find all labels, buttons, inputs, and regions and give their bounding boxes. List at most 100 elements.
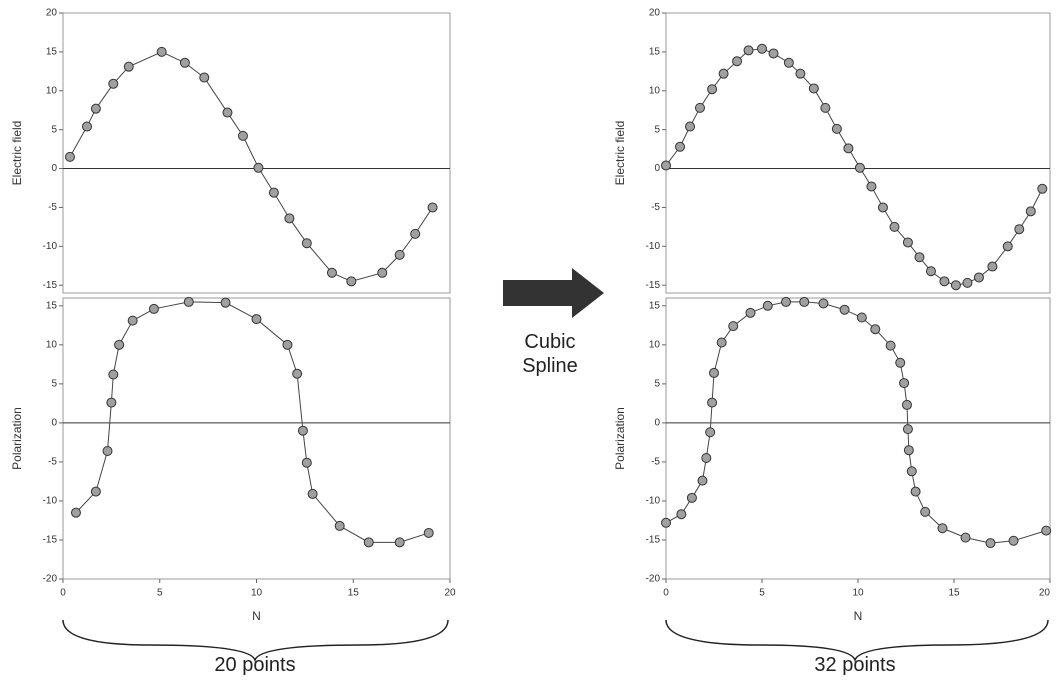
plot-frame	[63, 298, 450, 579]
x-axis-label: N	[252, 609, 261, 623]
y-tick-label: 0	[51, 418, 57, 429]
point	[298, 426, 307, 435]
point	[157, 47, 166, 56]
point	[662, 161, 671, 170]
point	[974, 273, 983, 282]
point	[71, 508, 80, 517]
point	[744, 46, 753, 55]
x-tick-label: 10	[852, 588, 864, 599]
point	[364, 538, 373, 547]
point	[1003, 242, 1012, 251]
y-tick-label: -5	[651, 457, 660, 468]
point	[293, 369, 302, 378]
point	[708, 398, 717, 407]
y-tick-label: -15	[43, 280, 58, 291]
point	[800, 297, 809, 306]
y-tick-label: 15	[649, 47, 661, 58]
point	[184, 297, 193, 306]
point	[886, 341, 895, 350]
point	[698, 476, 707, 485]
point	[878, 203, 887, 212]
x-tick-label: 15	[948, 588, 960, 599]
point	[763, 301, 772, 310]
point	[283, 340, 292, 349]
curve	[76, 302, 429, 542]
y-tick-label: -5	[651, 202, 660, 213]
y-tick-label: 0	[654, 163, 660, 174]
point	[988, 262, 997, 271]
point	[821, 103, 830, 112]
point	[769, 49, 778, 58]
x-tick-label: 20	[1039, 588, 1051, 599]
point	[378, 268, 387, 277]
y-tick-label: -10	[646, 241, 661, 252]
point	[708, 85, 717, 94]
y-tick-label: 10	[46, 85, 58, 96]
y-tick-label: -15	[43, 535, 58, 546]
point	[904, 446, 913, 455]
point	[238, 131, 247, 140]
y-tick-label: -20	[43, 574, 58, 585]
point	[676, 142, 685, 151]
point	[951, 281, 960, 290]
point	[902, 400, 911, 409]
point	[986, 539, 995, 548]
point	[911, 487, 920, 496]
point	[907, 467, 916, 476]
point	[832, 124, 841, 133]
point	[1038, 184, 1047, 193]
y-tick-label: -5	[48, 202, 57, 213]
plot-frame	[666, 13, 1050, 293]
point	[82, 122, 91, 131]
point	[411, 229, 420, 238]
point	[65, 152, 74, 161]
point	[903, 238, 912, 247]
point	[428, 203, 437, 212]
y-tick-label: 10	[649, 339, 661, 350]
y-tick-label: 15	[46, 47, 58, 58]
point	[719, 69, 728, 78]
point	[347, 277, 356, 286]
point	[796, 69, 805, 78]
point	[890, 222, 899, 231]
point	[857, 313, 866, 322]
point	[809, 84, 818, 93]
point	[900, 379, 909, 388]
point	[285, 214, 294, 223]
point	[180, 58, 189, 67]
point	[103, 446, 112, 455]
x-tick-label: 5	[759, 588, 765, 599]
y-tick-label: 10	[46, 339, 58, 350]
y-tick-label: 5	[654, 124, 660, 135]
y-tick-label: 20	[649, 8, 661, 19]
point	[921, 507, 930, 516]
point	[128, 316, 137, 325]
point	[200, 73, 209, 82]
y-tick-label: 15	[649, 300, 661, 311]
y-axis-label: Polarization	[613, 407, 627, 470]
point	[903, 425, 912, 434]
x-tick-label: 20	[444, 588, 456, 599]
point	[840, 305, 849, 314]
point	[302, 239, 311, 248]
point	[702, 454, 711, 463]
y-tick-label: -20	[646, 574, 661, 585]
point	[109, 79, 118, 88]
point	[327, 268, 336, 277]
point	[1015, 225, 1024, 234]
y-axis-label: Polarization	[10, 407, 24, 470]
point	[871, 325, 880, 334]
point	[938, 524, 947, 533]
point	[395, 538, 404, 547]
x-tick-label: 10	[251, 588, 263, 599]
figure: -15-10-505101520Electric field-20-15-10-…	[0, 0, 1056, 681]
point	[221, 298, 230, 307]
arrow	[503, 268, 604, 318]
point	[733, 57, 742, 66]
point-count: 20 points	[155, 654, 355, 677]
x-axis-label: N	[854, 609, 863, 623]
x-tick-label: 15	[348, 588, 360, 599]
point	[855, 163, 864, 172]
point	[254, 163, 263, 172]
point	[115, 340, 124, 349]
